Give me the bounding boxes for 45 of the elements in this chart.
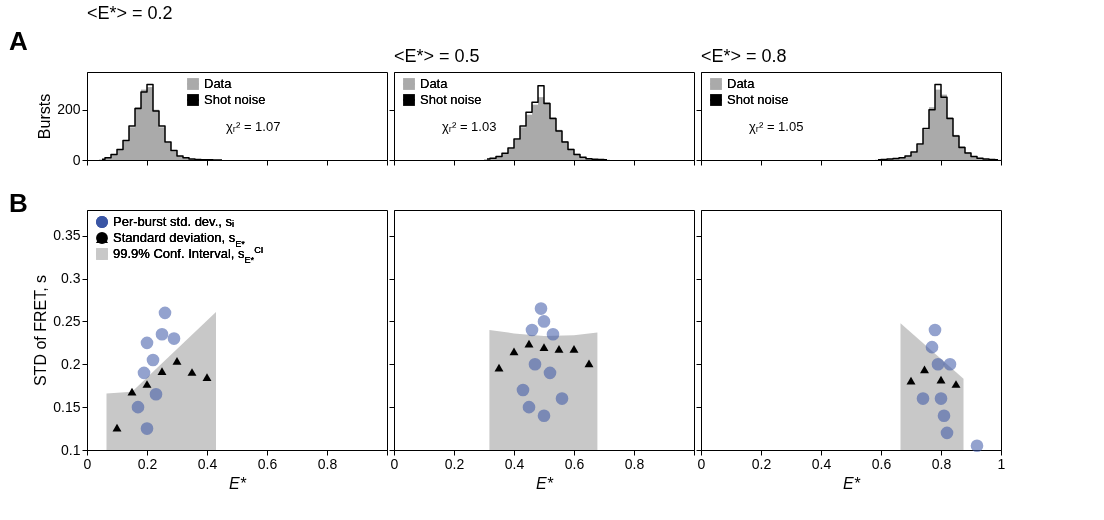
legend-label: Shot noise [727, 92, 789, 107]
x-tick-label: 0.2 [444, 455, 465, 472]
x-tick-label: 0.4 [811, 455, 832, 472]
x-tick-label: 0 [390, 455, 399, 472]
x-tick-label: 0.6 [564, 455, 585, 472]
x-tick-label: 0 [697, 455, 706, 472]
y-tick-label: 0.35 [53, 227, 81, 244]
x-tick-label: 0.8 [931, 455, 952, 472]
text: B [9, 188, 28, 218]
legend-label: Standard deviation, s$_{E*}$ [113, 230, 246, 249]
x-tick-label: 1 [997, 455, 1006, 472]
annotation: χᵣ² = 1.05 [749, 119, 804, 134]
x-tick-label: 0.4 [504, 455, 525, 472]
y-tick-label: 200 [57, 101, 81, 118]
y-tick-label: 0.3 [61, 270, 81, 287]
y-axis-title: STD of FRET, s [32, 274, 50, 387]
x-tick-label: 0 [83, 455, 92, 472]
x-axis-title: E* [843, 474, 861, 492]
y-axis-title: Bursts [36, 93, 54, 140]
legend-label: Shot noise [204, 92, 266, 107]
annotation: χᵣ² = 1.03 [442, 119, 497, 134]
text: A [9, 26, 28, 56]
legend-label: Data [204, 76, 233, 91]
y-tick-label: 0 [72, 151, 81, 168]
legend-label: Per-burst std. dev., sᵢ [113, 214, 235, 229]
x-tick-label: 0.4 [197, 455, 218, 472]
x-tick-label: 0.8 [624, 455, 645, 472]
y-tick-label: 0.1 [61, 441, 81, 458]
y-tick-label: 0.25 [53, 312, 81, 329]
x-axis-title: E* [536, 474, 554, 492]
chart-title: <E*> = 0.8 [701, 46, 787, 66]
x-tick-label: 0.6 [871, 455, 892, 472]
x-tick-label: 0.2 [751, 455, 772, 472]
y-tick-label: 0.15 [53, 398, 81, 415]
legend-label: Shot noise [420, 92, 482, 107]
y-tick-label: 0.2 [61, 355, 81, 372]
legend-label: Data [420, 76, 449, 91]
chart-title: <E*> = 0.5 [394, 46, 480, 66]
annotation: χᵣ² = 1.07 [226, 119, 281, 134]
x-tick-label: 0.6 [257, 455, 278, 472]
x-tick-label: 0.2 [137, 455, 158, 472]
legend-label: Data [727, 76, 756, 91]
x-tick-label: 0.8 [317, 455, 338, 472]
chart-title: <E*> = 0.2 [87, 3, 173, 23]
x-axis-title: E* [229, 474, 247, 492]
